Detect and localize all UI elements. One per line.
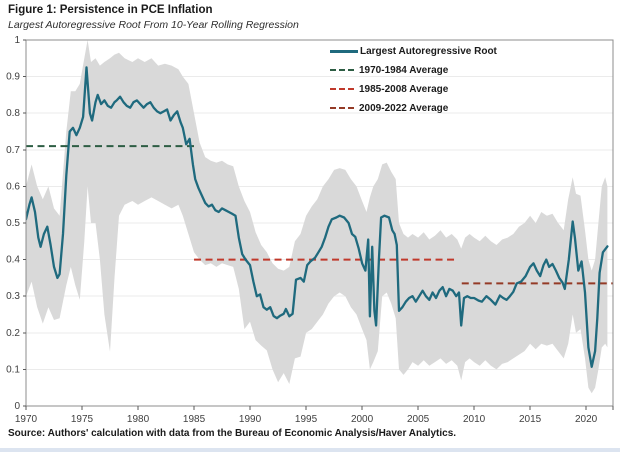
x-tick-label: 1980 [127, 414, 150, 425]
legend-dashed-line-swatch [330, 107, 354, 109]
x-tick-label: 1985 [183, 414, 206, 425]
y-tick-label: 0 [14, 401, 20, 412]
y-tick-label: 0.1 [6, 364, 20, 375]
legend-dashed-line-swatch [330, 88, 354, 90]
source-note: Source: Authors' calculation with data f… [8, 428, 457, 439]
legend-item: 1970-1984 Average [330, 62, 497, 78]
y-tick-label: 0.2 [6, 328, 20, 339]
confidence-band [26, 40, 608, 394]
y-tick-label: 0.7 [6, 145, 20, 156]
figure-title: Figure 1: Persistence in PCE Inflation [8, 4, 213, 16]
x-tick-label: 1970 [15, 414, 38, 425]
series-line [26, 66, 609, 368]
x-tick-label: 2005 [407, 414, 430, 425]
y-tick-label: 0.4 [6, 255, 20, 266]
x-tick-label: 2020 [575, 414, 598, 425]
y-tick-label: 0.9 [6, 72, 20, 83]
y-tick-label: 0.6 [6, 181, 20, 192]
y-tick-label: 0.3 [6, 291, 20, 302]
legend-solid-line-swatch [330, 49, 358, 53]
legend-item: 2009-2022 Average [330, 100, 497, 116]
x-tick-label: 2015 [519, 414, 542, 425]
y-tick-label: 0.8 [6, 108, 20, 119]
legend-item: Largest Autoregressive Root [330, 43, 497, 59]
legend-dashed-line-swatch [330, 69, 354, 71]
figure-subtitle: Largest Autoregressive Root From 10-Year… [8, 19, 299, 31]
window-bottom-strip [0, 448, 620, 452]
x-tick-label: 1990 [239, 414, 262, 425]
chart-legend: Largest Autoregressive Root 1970-1984 Ave… [330, 43, 497, 116]
legend-label: 2009-2022 Average [359, 102, 449, 114]
y-tick-label: 1 [14, 35, 20, 46]
x-tick-label: 2000 [351, 414, 374, 425]
y-tick-label: 0.5 [6, 218, 20, 229]
legend-label: Largest Autoregressive Root [360, 45, 497, 57]
legend-item: 1985-2008 Average [330, 81, 497, 97]
legend-label: 1970-1984 Average [359, 64, 449, 76]
x-tick-label: 1975 [71, 414, 94, 425]
x-tick-label: 2010 [463, 414, 486, 425]
x-tick-label: 1995 [295, 414, 318, 425]
legend-label: 1985-2008 Average [359, 83, 449, 95]
